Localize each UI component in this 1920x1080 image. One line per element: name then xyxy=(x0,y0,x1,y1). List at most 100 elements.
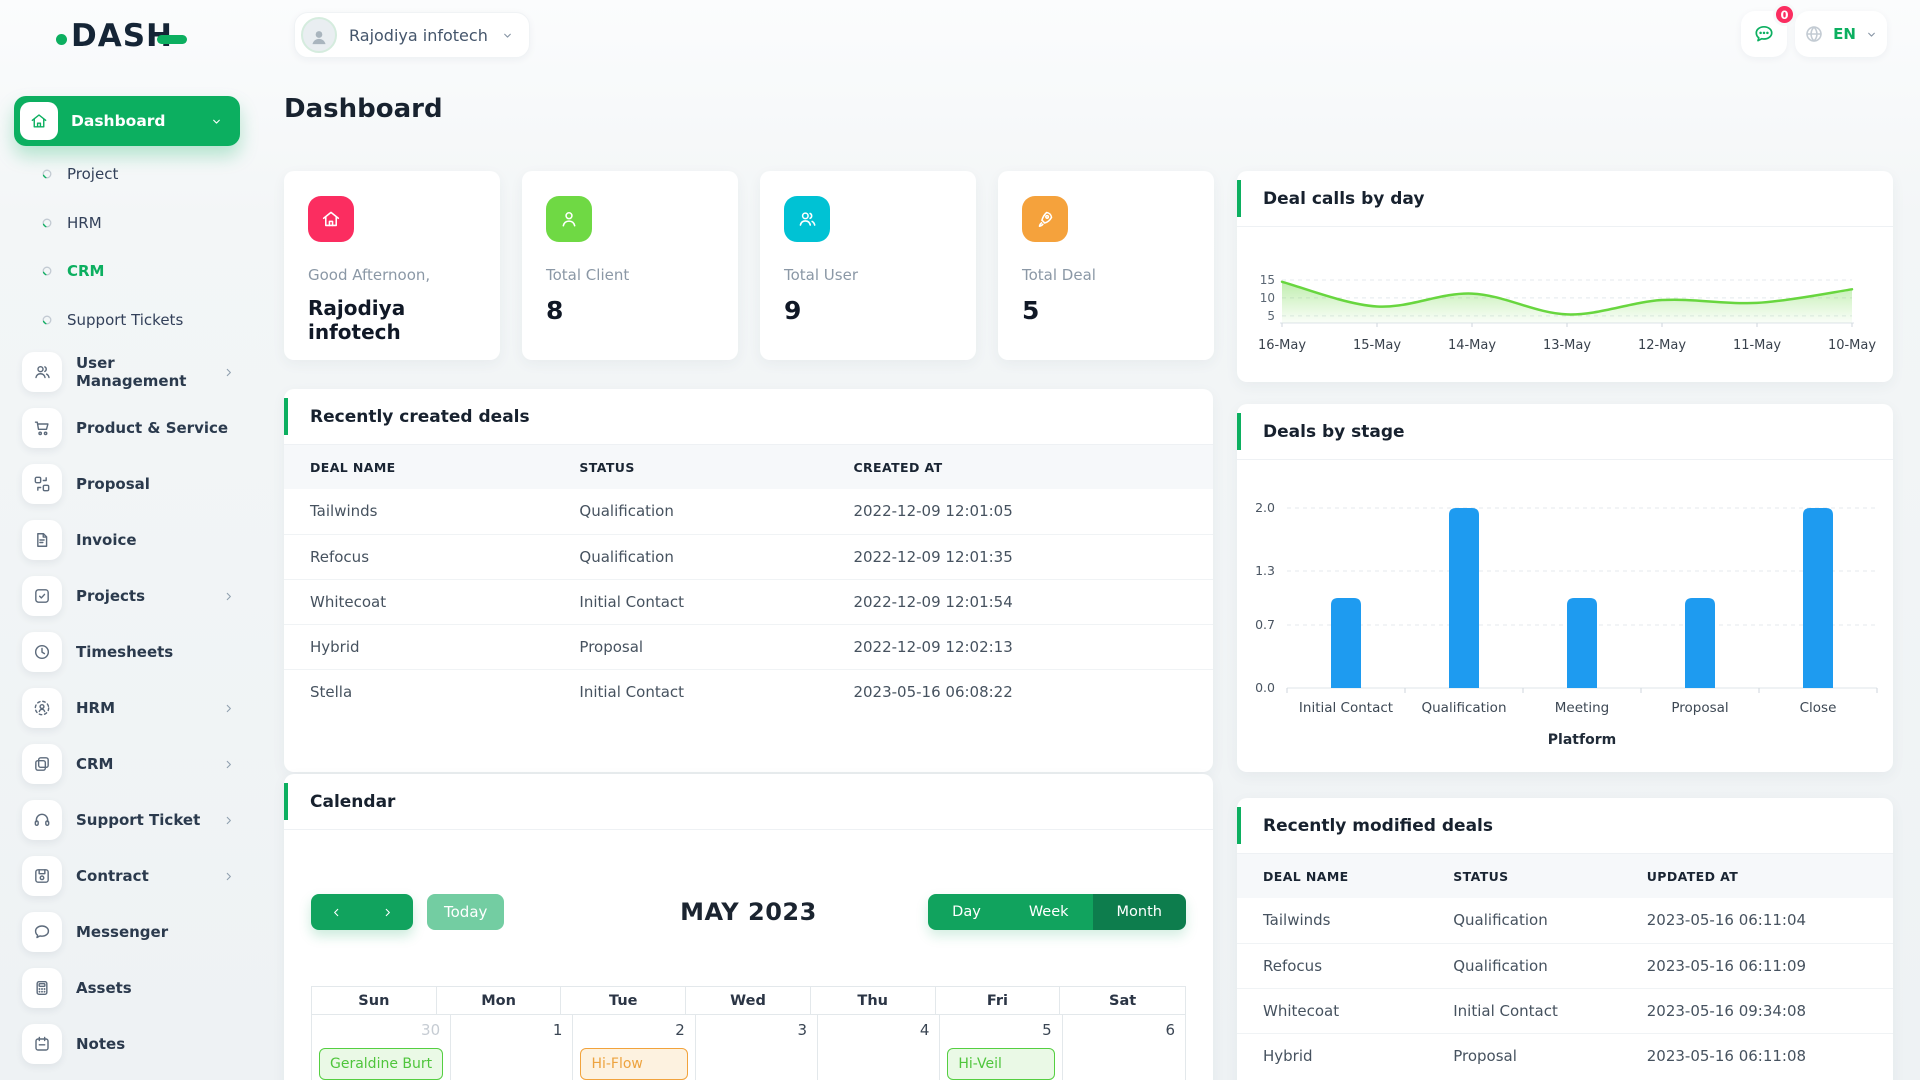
sidebar-item-notes[interactable]: Notes xyxy=(0,1016,258,1072)
messages-button[interactable]: 0 xyxy=(1741,3,1796,57)
calendar-cell-30[interactable]: 30 Geraldine Burt xyxy=(312,1015,452,1080)
cart-icon xyxy=(22,408,62,448)
sidebar-item-assets[interactable]: Assets xyxy=(0,960,258,1016)
company-switcher[interactable]: Rajodiya infotech xyxy=(294,12,530,58)
table-cell: Refocus xyxy=(1237,942,1428,988)
table-row-whitecoat: Whitecoat Initial Contact 2023-05-16 09:34… xyxy=(1237,987,1893,1033)
calendar-today-button[interactable]: Today xyxy=(427,894,505,930)
stat-label: Total Client xyxy=(546,266,630,284)
sidebar-item-support-ticket[interactable]: Support Ticket xyxy=(0,792,258,848)
calendar-date: 4 xyxy=(919,1021,930,1039)
sidebar-item-user-management[interactable]: User Management xyxy=(0,344,258,400)
chat-dots-icon xyxy=(1752,22,1776,46)
sidebar-subitem-project[interactable]: Project xyxy=(0,150,258,199)
svg-text:12-May: 12-May xyxy=(1638,338,1686,353)
calendar-next-button[interactable] xyxy=(362,894,413,930)
chevron-down-icon xyxy=(209,114,224,129)
calendar-view-day[interactable]: Day xyxy=(928,894,1005,930)
sidebar-item-contract[interactable]: Contract xyxy=(0,848,258,904)
svg-text:10: 10 xyxy=(1260,291,1275,305)
table-cell: Whitecoat xyxy=(1237,987,1428,1033)
table-cell: Tailwinds xyxy=(1263,911,1331,930)
brand-logo[interactable]: DASH xyxy=(56,16,187,56)
table-cell: Qualification xyxy=(1427,942,1621,988)
svg-text:14-May: 14-May xyxy=(1448,338,1496,353)
sidebar-item-messenger[interactable]: Messenger xyxy=(0,904,258,960)
table-cell: Whitecoat xyxy=(284,578,554,624)
calendar-cell-4[interactable]: 4 xyxy=(818,1015,941,1080)
logo-text: DASH xyxy=(71,17,173,54)
calendar-event-hi-veil[interactable]: Hi-Veil xyxy=(947,1048,1055,1080)
calnote-icon xyxy=(22,1024,62,1064)
language-selector[interactable]: EN xyxy=(1795,11,1887,57)
stat-value: Rajodiya infotech xyxy=(308,296,406,344)
sidebar-item-product-service[interactable]: Product & Service xyxy=(0,400,258,456)
sidebar-item-projects[interactable]: Projects xyxy=(0,568,258,624)
sidebar-group-label: Dashboard xyxy=(71,112,166,130)
stat-label: Total User xyxy=(784,266,858,284)
sidebar-subitem-hrm[interactable]: HRM xyxy=(0,199,258,248)
calendar-cell-1[interactable]: 1 xyxy=(451,1015,574,1080)
sidebar-menu: User Management Product & Service Propos… xyxy=(0,344,258,1072)
clock-icon xyxy=(22,632,62,672)
table-row-hybrid: Hybrid Proposal 2023-05-16 06:11:08 xyxy=(1237,1032,1893,1078)
scanuser-icon xyxy=(22,688,62,728)
table-cell: Qualification xyxy=(579,502,674,521)
chevron-down-icon xyxy=(1864,27,1879,42)
table-row-tailwinds: Tailwinds Qualification 2022-12-09 12:01:0… xyxy=(284,489,1213,534)
stat-value: 8 xyxy=(546,296,564,325)
sidebar-item-hrm[interactable]: HRM xyxy=(0,680,258,736)
calendar-view-month[interactable]: Month xyxy=(1092,894,1186,930)
stat-label: Good Afternoon, xyxy=(308,266,431,284)
sidebar-item-timesheets[interactable]: Timesheets xyxy=(0,624,258,680)
table-cell: Proposal xyxy=(553,623,828,669)
sidebar-item-crm[interactable]: CRM xyxy=(0,736,258,792)
sidebar-item-proposal[interactable]: Proposal xyxy=(0,456,258,512)
stat-card-good-afternoon: Good Afternoon, Rajodiya infotech xyxy=(284,171,500,360)
calendar-event-geraldine-burt[interactable]: Geraldine Burt xyxy=(319,1048,444,1080)
panel-title: Deals by stage xyxy=(1237,404,1893,460)
chevron-right-icon xyxy=(221,869,236,884)
home-icon xyxy=(308,196,354,242)
svg-text:0.0: 0.0 xyxy=(1255,680,1275,695)
calendar-cell-6[interactable]: 6 xyxy=(1063,1015,1185,1080)
floppy-icon xyxy=(22,856,62,896)
table-cell: Qualification xyxy=(553,533,828,579)
checksq-icon xyxy=(22,576,62,616)
table-row-refocus: Refocus Qualification 2023-05-16 06:11:09 xyxy=(1237,942,1893,988)
sidebar-group-dashboard[interactable]: Dashboard xyxy=(14,96,240,146)
svg-text:Proposal: Proposal xyxy=(1671,700,1728,716)
calendar-event-hi-flow[interactable]: Hi-Flow xyxy=(580,1048,688,1080)
calendar-view-week[interactable]: Week xyxy=(1004,894,1093,930)
calendar-cell-2[interactable]: 2 Hi-Flow xyxy=(573,1015,696,1080)
panel-title: Deal calls by day xyxy=(1237,171,1893,227)
chevron-right-icon xyxy=(221,813,236,828)
svg-text:11-May: 11-May xyxy=(1733,338,1781,353)
company-avatar xyxy=(301,17,337,53)
table-cell: 2022-12-09 12:01:35 xyxy=(827,533,1213,579)
svg-text:Close: Close xyxy=(1800,700,1837,716)
calendar-cell-3[interactable]: 3 xyxy=(696,1015,819,1080)
sidebar-item-invoice[interactable]: Invoice xyxy=(0,512,258,568)
calendar-cell-5[interactable]: 5 Hi-Veil xyxy=(940,1015,1063,1080)
file-icon xyxy=(22,520,62,560)
calendar-prev-button[interactable] xyxy=(311,894,362,930)
svg-text:Platform: Platform xyxy=(1548,732,1616,748)
copy-icon xyxy=(22,744,62,784)
table-cell: 2023-05-16 06:11:08 xyxy=(1620,1032,1893,1078)
sidebar-subitem-support-tickets[interactable]: Support Tickets xyxy=(0,296,258,345)
table-cell: 2023-05-16 09:34:08 xyxy=(1620,987,1893,1033)
table-cell: 2022-12-09 12:01:54 xyxy=(827,578,1213,624)
calendar-body: Today MAY 2023 Day Week Month Sun Mon Tue Wed… xyxy=(284,830,1213,1080)
calendar-date: 2 xyxy=(675,1021,685,1039)
table-cell: 2022-12-09 12:01:05 xyxy=(853,502,1013,521)
svg-text:15: 15 xyxy=(1260,273,1275,287)
calendar-view-switcher: Day Week Month xyxy=(928,894,1186,930)
recently-modified-deals-table: DEAL NAME STATUS UPDATED AT Tailwinds Quali… xyxy=(1237,854,1893,1078)
svg-text:0.7: 0.7 xyxy=(1255,617,1275,632)
sidebar-dashboard-submenu: Project HRM CRM Support Tickets xyxy=(0,150,258,344)
panel-title: Recently modified deals xyxy=(1237,798,1893,854)
calendar-grid: Sun Mon Tue Wed Thu Fri Sat 30 Geraldine Burt … xyxy=(311,986,1186,1080)
table-cell: Hybrid xyxy=(284,623,554,669)
sidebar-subitem-crm[interactable]: CRM xyxy=(0,247,258,296)
